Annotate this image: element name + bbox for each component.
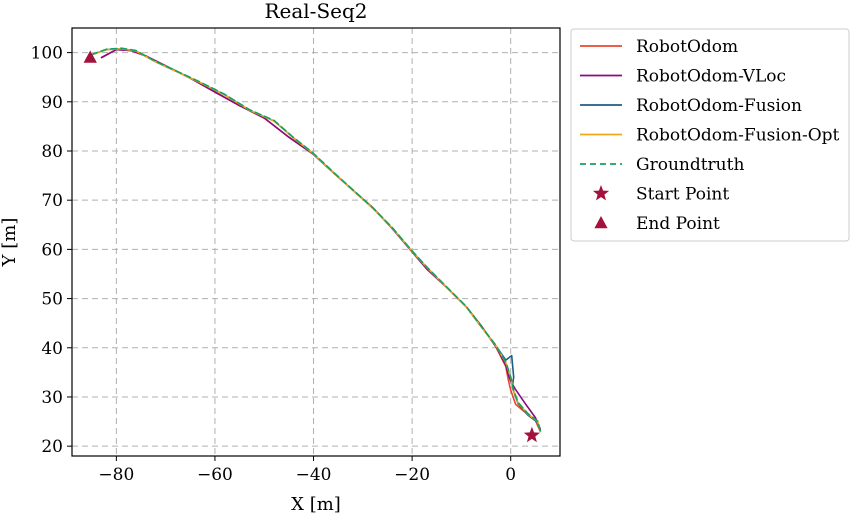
- legend-label-start-point: Start Point: [636, 185, 729, 205]
- chart-title: Real-Seq2: [264, 0, 367, 23]
- series-line-robotodom: [100, 48, 542, 433]
- y-tick-label: 30: [41, 388, 63, 408]
- x-tick-label: −80: [98, 465, 134, 485]
- x-tick-label: −40: [296, 465, 332, 485]
- y-tick-label: 40: [41, 339, 63, 359]
- plot-markers: [83, 50, 540, 443]
- axis-ticks: −80 −60 −40 −20 0 20 30 40 50 60 70 80 90 100: [31, 44, 517, 485]
- y-axis-label: Y [m]: [0, 218, 20, 268]
- legend-box: [570, 28, 850, 242]
- legend-label-robotodom: RobotOdom: [636, 37, 738, 57]
- legend-label-end-point: End Point: [636, 214, 720, 234]
- series-line-robotodom-fusion: [90, 47, 542, 433]
- series-line-groundtruth: [90, 47, 542, 432]
- start-point-marker: [523, 426, 540, 443]
- x-tick-label: −60: [197, 465, 233, 485]
- y-tick-label: 70: [41, 191, 63, 211]
- y-tick-label: 80: [41, 142, 63, 162]
- legend: RobotOdom RobotOdom-VLoc RobotOdom-Fusion R…: [570, 28, 850, 242]
- legend-label-robotodom-vloc: RobotOdom-VLoc: [636, 67, 786, 87]
- x-axis-label: X [m]: [291, 494, 341, 515]
- x-tick-label: −20: [394, 465, 430, 485]
- plot-series: [90, 47, 542, 433]
- grid-lines: [72, 28, 560, 456]
- y-tick-label: 50: [41, 290, 63, 310]
- series-line-robotodom-vloc: [100, 48, 542, 430]
- plot-frame: [71, 27, 561, 457]
- legend-label-robotodom-fusion: RobotOdom-Fusion: [636, 96, 802, 116]
- legend-label-robotodom-fusion-opt: RobotOdom-Fusion-Opt: [636, 126, 840, 146]
- y-tick-label: 60: [41, 240, 63, 260]
- y-tick-label: 20: [41, 437, 63, 457]
- legend-swatch-start-point: [592, 185, 610, 201]
- legend-swatch-end-point: [594, 216, 608, 229]
- legend-label-groundtruth: Groundtruth: [636, 155, 744, 175]
- y-tick-label: 90: [41, 93, 63, 113]
- end-point-marker: [83, 50, 97, 63]
- y-tick-label: 100: [31, 44, 63, 64]
- x-tick-label: 0: [505, 465, 516, 485]
- series-line-robotodom-fusion-opt: [90, 47, 542, 433]
